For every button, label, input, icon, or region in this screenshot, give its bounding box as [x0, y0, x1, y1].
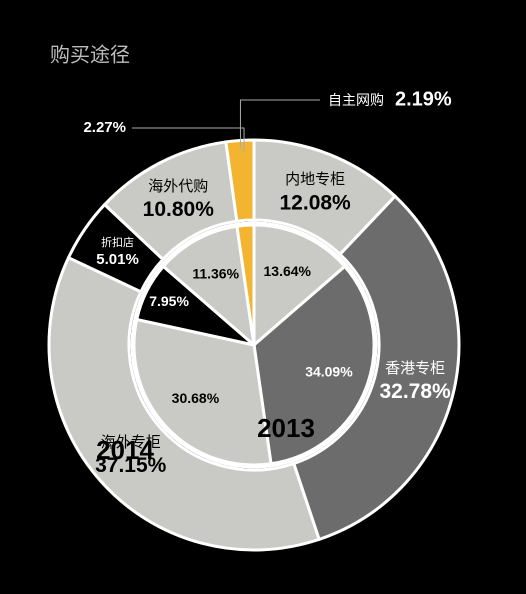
slice — [132, 317, 273, 467]
slice — [224, 138, 256, 223]
slice — [291, 194, 461, 542]
value-label: 7.95% — [149, 293, 189, 309]
leader-line — [132, 127, 245, 152]
value-label: 11.36% — [192, 265, 239, 281]
slice — [252, 264, 376, 466]
value-label: 30.68% — [172, 390, 220, 406]
leader-line — [239, 99, 320, 149]
category-label: 折扣店 — [101, 235, 134, 249]
series-label: 2013 — [257, 413, 315, 443]
category-label: 自主网购 — [328, 93, 384, 109]
value-label: 32.78% — [379, 380, 451, 403]
slice — [47, 255, 322, 552]
value-label: 13.64% — [264, 263, 312, 279]
slice — [252, 223, 347, 349]
slice — [235, 223, 256, 346]
category-label: 海外专柜 — [101, 433, 161, 451]
chart-title: 购买途径 — [50, 43, 130, 67]
category-label: 内地专柜 — [285, 170, 345, 188]
value-label: 34.09% — [305, 364, 353, 380]
value-label: 12.08% — [280, 191, 352, 214]
category-label: 海外代购 — [148, 177, 208, 195]
value-label: 2.27% — [83, 119, 126, 136]
slice — [161, 224, 257, 349]
category-label: 香港专柜 — [385, 359, 445, 377]
value-label: 2.19% — [395, 88, 452, 110]
series-label: 2014 — [96, 435, 154, 465]
value-label: 10.80% — [143, 198, 215, 221]
value-label: 37.15% — [95, 454, 167, 477]
ring-divider — [130, 221, 378, 469]
value-label: 5.01% — [96, 251, 139, 268]
